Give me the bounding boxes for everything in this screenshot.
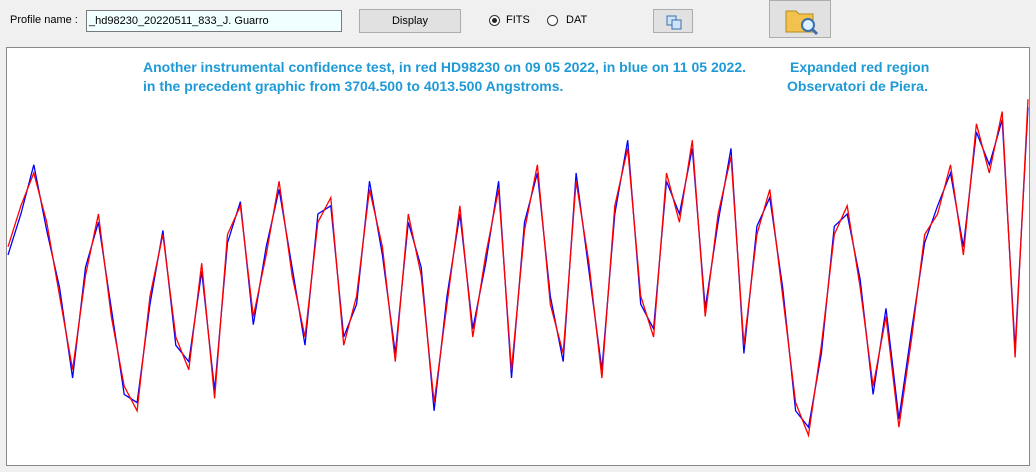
open-folder-button[interactable]: [769, 0, 831, 38]
display-button[interactable]: Display: [359, 9, 461, 33]
annotation: Another instrumental confidence test, in…: [143, 59, 746, 75]
folder-icon: [785, 10, 819, 36]
annotation: Expanded red region: [790, 59, 929, 75]
spectrum-line: [7, 99, 1029, 438]
fits-label[interactable]: FITS: [506, 14, 530, 26]
annotation: Observatori de Piera.: [787, 78, 928, 94]
copy-icon: [666, 15, 682, 30]
spectrum-line: [7, 107, 1029, 429]
copy-button[interactable]: [653, 9, 693, 33]
dat-label[interactable]: DAT: [566, 14, 588, 26]
profile-input[interactable]: _hd98230_20220511_833_J. Guarro: [86, 10, 342, 32]
fits-radio[interactable]: [489, 15, 500, 26]
profile-label: Profile name :: [10, 14, 78, 26]
dat-radio[interactable]: [547, 15, 558, 26]
plot-area: [6, 47, 1030, 466]
annotation: in the precedent graphic from 3704.500 t…: [143, 78, 563, 94]
